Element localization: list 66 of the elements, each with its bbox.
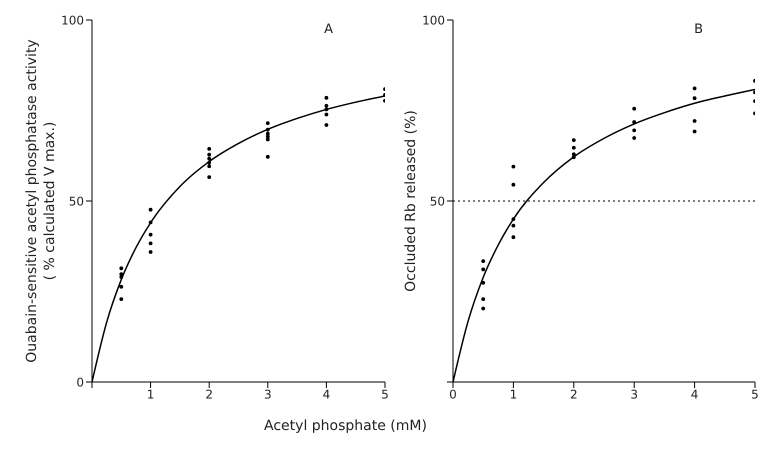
point — [148, 220, 152, 224]
point — [692, 86, 696, 90]
point — [512, 182, 516, 187]
x-tick-label: 0 — [449, 388, 457, 402]
point — [266, 154, 270, 159]
point — [632, 128, 636, 132]
point — [481, 297, 486, 301]
x-tick-label: 1 — [146, 388, 154, 402]
x-tick-label: 4 — [690, 388, 698, 402]
annotation: A — [324, 22, 333, 37]
point — [119, 275, 124, 279]
point — [692, 96, 696, 100]
y-tick-label: 100 — [61, 13, 84, 28]
point — [324, 108, 328, 112]
point — [207, 146, 212, 151]
point — [207, 164, 212, 168]
point — [572, 155, 576, 160]
point — [119, 266, 124, 270]
point — [324, 112, 328, 116]
x-tick-label: 3 — [630, 388, 638, 402]
point — [632, 120, 636, 124]
point — [692, 130, 696, 134]
point — [119, 284, 124, 289]
y-tick-label: 50 — [68, 194, 84, 208]
point — [572, 138, 576, 142]
x-tick-label: 1 — [510, 388, 518, 402]
point — [632, 136, 636, 140]
point — [148, 241, 152, 246]
point — [324, 96, 328, 100]
point — [481, 259, 486, 263]
point — [481, 280, 486, 285]
y-axis-title: Occluded Rb released (%) — [403, 110, 419, 292]
y-tick-label: 100 — [422, 13, 445, 28]
point — [512, 224, 516, 228]
annotation: B — [694, 22, 703, 37]
y-tick-label: 0 — [76, 375, 84, 390]
x-tick-label: 3 — [264, 388, 272, 402]
x-tick-label: 2 — [570, 388, 578, 402]
point — [481, 306, 486, 310]
point — [266, 121, 270, 126]
point — [207, 152, 212, 157]
point — [148, 208, 152, 212]
point — [692, 119, 696, 123]
point — [207, 175, 212, 180]
point — [148, 232, 152, 237]
point — [266, 128, 270, 132]
y-tick-label: 50 — [430, 194, 445, 208]
point — [148, 250, 152, 254]
point — [512, 235, 516, 240]
point — [119, 297, 124, 301]
point — [512, 217, 516, 221]
point — [512, 164, 516, 169]
x-axis-title: Acetyl phosphate (mM) — [263, 418, 428, 434]
y-axis-title: Ouabain-sensitive acetyl phosphatase activity ( % calculated V max.) — [24, 39, 58, 363]
x-tick-label: 2 — [205, 388, 214, 402]
point — [324, 104, 328, 108]
point — [207, 156, 212, 161]
point — [481, 268, 486, 272]
x-tick-label: 5 — [381, 388, 389, 402]
point — [632, 106, 636, 111]
point — [207, 160, 212, 165]
x-tick-label: 4 — [322, 388, 330, 402]
point — [324, 123, 328, 127]
x-tick-label: 5 — [751, 388, 759, 402]
point — [572, 146, 576, 150]
point — [266, 138, 270, 142]
